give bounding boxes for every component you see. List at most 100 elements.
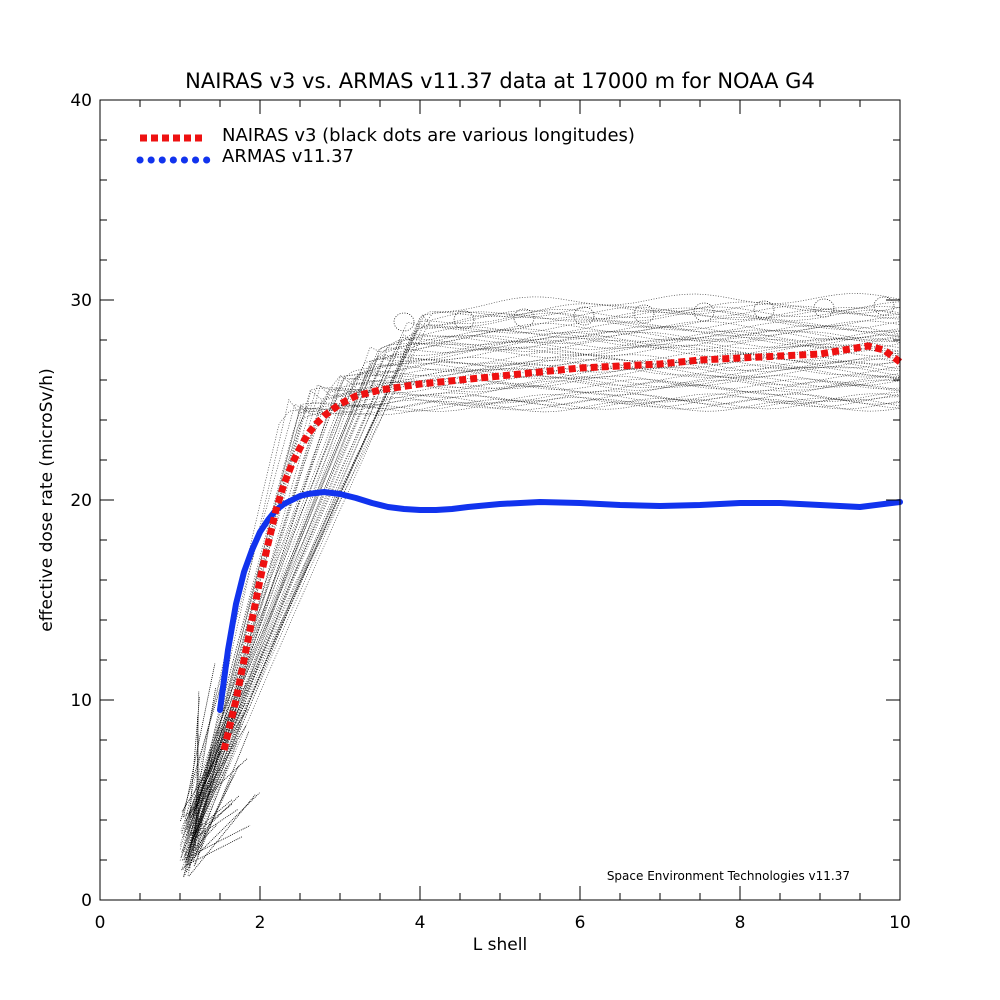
- scatter-trace: [184, 306, 901, 832]
- scatter-trace: [183, 747, 213, 878]
- scatter-trace: [184, 305, 901, 856]
- chart-title: NAIRAS v3 vs. ARMAS v11.37 data at 17000…: [185, 69, 815, 93]
- scatter-trace: [182, 792, 260, 870]
- scatter-trace: [190, 724, 242, 845]
- series-layer: [217, 342, 903, 751]
- scatter-trace: [181, 709, 248, 812]
- scatter-loop: [873, 296, 895, 316]
- longitude-scatter-cloud: [179, 293, 901, 878]
- scatter-trace: [196, 824, 218, 846]
- y-tick-label: 20: [70, 491, 92, 511]
- scatter-trace: [181, 307, 901, 853]
- scatter-trace: [188, 308, 901, 847]
- x-axis-label: L shell: [473, 935, 527, 955]
- scatter-trace: [190, 780, 210, 819]
- scatter-trace: [185, 816, 203, 862]
- scatter-trace: [183, 319, 901, 837]
- x-tick-label: 0: [95, 913, 106, 933]
- scatter-trace: [187, 836, 243, 865]
- scatter-trace: [188, 379, 901, 866]
- x-tick-label: 10: [889, 913, 911, 933]
- scatter-trace: [187, 400, 901, 829]
- y-tick-label: 10: [70, 691, 92, 711]
- credit-text: Space Environment Technologies v11.37: [607, 869, 850, 883]
- scatter-trace: [190, 393, 901, 835]
- scatter-trace: [179, 366, 901, 850]
- scatter-trace: [189, 390, 901, 868]
- scatter-trace: [182, 353, 901, 838]
- scatter-trace: [183, 343, 901, 876]
- scatter-trace: [191, 803, 233, 837]
- scatter-trace: [181, 825, 251, 861]
- scatter-loop: [693, 302, 715, 322]
- scatter-trace: [187, 339, 901, 833]
- scatter-trace: [186, 329, 901, 858]
- scatter-trace: [181, 330, 901, 834]
- scatter-loop: [813, 298, 835, 318]
- scatter-loop: [573, 306, 595, 326]
- x-tick-label: 6: [575, 913, 586, 933]
- scatter-trace: [189, 358, 901, 844]
- scatter-trace: [195, 776, 212, 825]
- scatter-trace: [188, 794, 256, 877]
- scatter-trace: [183, 335, 901, 844]
- axis-layer: 0 2 4 6 8 10 0 10 20 30 40: [70, 91, 910, 933]
- scatter-trace: [184, 391, 901, 852]
- scatter-trace: [183, 663, 216, 818]
- scatter-loop: [753, 300, 775, 320]
- scatter-trace: [190, 398, 901, 836]
- scatter-loop: [393, 312, 415, 332]
- scatter-trace: [185, 819, 200, 862]
- scatter-trace: [191, 808, 239, 841]
- scatter-trace: [187, 366, 901, 863]
- scatter-trace: [188, 381, 901, 871]
- scatter-trace: [192, 829, 207, 862]
- scatter-trace: [182, 337, 901, 861]
- y-tick-label: 30: [70, 291, 92, 311]
- x-tick-label: 8: [735, 913, 746, 933]
- scatter-trace: [185, 669, 244, 823]
- y-tick-label: 40: [70, 91, 92, 111]
- legend-label-armas: ARMAS v11.37: [222, 146, 354, 167]
- scatter-trace: [190, 301, 901, 864]
- series-armas-line: [217, 489, 903, 713]
- scatter-loop: [633, 304, 655, 324]
- scatter-trace: [186, 393, 901, 865]
- y-tick-label: 0: [81, 891, 92, 911]
- scatter-trace: [184, 375, 901, 857]
- scatter-trace: [186, 774, 234, 872]
- legend-label-nairas: NAIRAS v3 (black dots are various longit…: [222, 125, 635, 146]
- scatter-trace: [184, 758, 248, 817]
- scatter-trace: [187, 346, 901, 844]
- y-axis-label: effective dose rate (microSv/h): [37, 368, 57, 631]
- scatter-trace: [193, 730, 250, 867]
- scatter-trace: [181, 398, 901, 834]
- scatter-trace: [185, 357, 901, 838]
- scatter-trace: [188, 397, 901, 859]
- scatter-trace: [189, 331, 901, 861]
- scatter-trace: [193, 812, 198, 852]
- scatter-trace: [186, 321, 901, 830]
- scatter-trace: [184, 293, 901, 859]
- scatter-trace: [187, 378, 901, 857]
- scatter-trace: [191, 338, 901, 843]
- scatter-trace: [180, 680, 223, 822]
- scatter-trace: [184, 374, 901, 866]
- scatter-trace: [187, 360, 901, 835]
- series-nairas-line: [220, 342, 903, 751]
- scatter-loop: [513, 308, 535, 328]
- scatter-trace: [190, 325, 901, 862]
- legend: NAIRAS v3 (black dots are various longit…: [136, 125, 635, 167]
- scatter-trace: [182, 309, 901, 870]
- x-tick-label: 4: [415, 913, 426, 933]
- scatter-trace: [194, 725, 247, 811]
- scatter-trace: [183, 324, 900, 829]
- scatter-trace: [184, 376, 901, 875]
- scatter-trace: [186, 366, 901, 836]
- scatter-loop: [453, 310, 475, 330]
- scatter-trace: [195, 765, 240, 856]
- scatter-trace: [186, 337, 901, 866]
- scatter-trace: [179, 357, 901, 846]
- x-tick-label: 2: [255, 913, 266, 933]
